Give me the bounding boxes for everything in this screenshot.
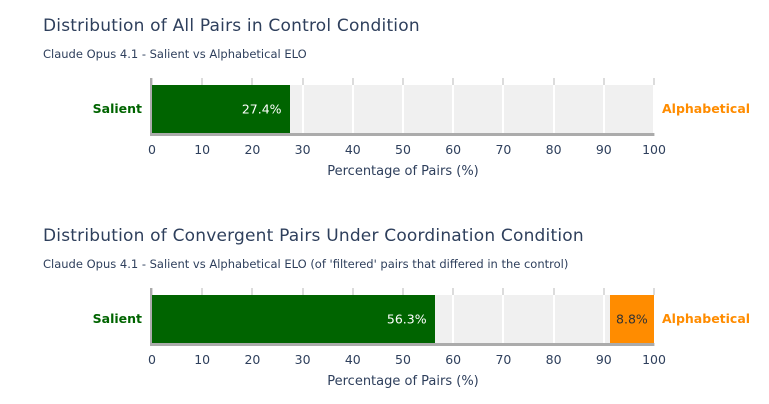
alphabetical-axis-label: Alphabetical bbox=[662, 101, 751, 116]
bar-track: 56.3% 8.8% bbox=[151, 295, 655, 343]
bar-track: 27.4% bbox=[151, 85, 655, 133]
alphabetical-axis-label: Alphabetical bbox=[662, 311, 751, 326]
gridline bbox=[402, 85, 404, 133]
alphabetical-bar: 8.8% bbox=[609, 295, 654, 343]
gridline bbox=[653, 85, 655, 133]
x-axis-spine bbox=[150, 343, 654, 346]
x-tick-label: 50 bbox=[395, 142, 411, 157]
y-axis-spine bbox=[150, 288, 152, 346]
salient-bar-value: 27.4% bbox=[241, 101, 282, 117]
x-axis-spine bbox=[150, 133, 654, 136]
chart-subtitle: Claude Opus 4.1 - Salient vs Alphabetica… bbox=[43, 47, 307, 61]
x-tick-label: 80 bbox=[545, 142, 562, 157]
salient-bar: 27.4% bbox=[152, 85, 290, 133]
chart-subtitle: Claude Opus 4.1 - Salient vs Alphabetica… bbox=[43, 257, 569, 271]
x-tick-label: 20 bbox=[244, 352, 261, 367]
gridline bbox=[351, 85, 354, 133]
gridline bbox=[452, 85, 455, 133]
x-tick-label: 0 bbox=[148, 352, 156, 367]
x-tick-label: 30 bbox=[294, 352, 311, 367]
gridline bbox=[602, 295, 605, 343]
gridline bbox=[301, 85, 304, 133]
chart-coordination-condition: Distribution of Convergent Pairs Under C… bbox=[0, 226, 769, 404]
gridline bbox=[552, 85, 555, 133]
x-axis-title: Percentage of Pairs (%) bbox=[327, 164, 479, 179]
gridline bbox=[552, 295, 555, 343]
x-axis-ticks: 0 10 20 30 40 50 60 70 80 90 100 bbox=[148, 352, 666, 368]
x-tick-label: 60 bbox=[445, 142, 462, 157]
salient-axis-label: Salient bbox=[92, 101, 142, 116]
x-tick-label: 100 bbox=[642, 142, 666, 157]
chart-title: Distribution of Convergent Pairs Under C… bbox=[43, 226, 584, 246]
x-tick-label: 20 bbox=[244, 142, 261, 157]
x-tick-label: 10 bbox=[194, 142, 211, 157]
x-tick-label: 70 bbox=[495, 352, 512, 367]
x-tick-label: 70 bbox=[495, 142, 512, 157]
x-tick-label: 40 bbox=[344, 352, 361, 367]
x-axis-ticks: 0 10 20 30 40 50 60 70 80 90 100 bbox=[148, 142, 666, 158]
salient-axis-label: Salient bbox=[92, 311, 142, 326]
plot-area: 27.4% bbox=[150, 78, 655, 136]
salient-bar-value: 56.3% bbox=[386, 311, 427, 327]
y-axis-spine bbox=[150, 78, 152, 136]
gridline bbox=[653, 295, 655, 343]
gridline bbox=[502, 85, 505, 133]
x-tick-label: 40 bbox=[344, 142, 361, 157]
x-tick-label: 90 bbox=[595, 142, 612, 157]
salient-bar: 56.3% bbox=[152, 295, 435, 343]
gridline bbox=[452, 295, 455, 343]
x-tick-label: 90 bbox=[595, 352, 612, 367]
x-axis-title: Percentage of Pairs (%) bbox=[327, 374, 479, 389]
x-tick-label: 50 bbox=[395, 352, 411, 367]
x-tick-label: 0 bbox=[148, 142, 156, 157]
alphabetical-bar-value: 8.8% bbox=[616, 311, 648, 327]
x-tick-label: 60 bbox=[445, 352, 462, 367]
chart-control-condition: Distribution of All Pairs in Control Con… bbox=[0, 16, 769, 212]
x-tick-label: 100 bbox=[642, 352, 666, 367]
x-tick-label: 80 bbox=[545, 352, 562, 367]
chart-title: Distribution of All Pairs in Control Con… bbox=[43, 16, 420, 36]
gridline bbox=[502, 295, 505, 343]
gridline bbox=[602, 85, 605, 133]
plot-area: 56.3% 8.8% bbox=[150, 288, 655, 346]
x-tick-label: 10 bbox=[194, 352, 211, 367]
x-tick-label: 30 bbox=[294, 142, 311, 157]
